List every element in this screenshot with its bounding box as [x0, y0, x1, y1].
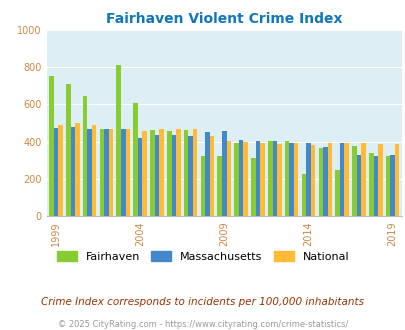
Bar — [200, 156, 205, 216]
Title: Fairhaven Violent Crime Index: Fairhaven Violent Crime Index — [106, 12, 342, 26]
Bar — [209, 136, 214, 216]
Bar — [109, 129, 113, 216]
Bar — [205, 132, 209, 216]
Bar — [318, 148, 322, 216]
Text: © 2025 CityRating.com - https://www.cityrating.com/crime-statistics/: © 2025 CityRating.com - https://www.city… — [58, 320, 347, 329]
Bar — [66, 84, 70, 216]
Bar — [234, 143, 238, 216]
Bar — [301, 174, 305, 216]
Bar — [277, 144, 281, 216]
Bar — [159, 129, 163, 216]
Bar — [226, 141, 230, 216]
Bar — [272, 141, 277, 216]
Bar — [305, 143, 310, 216]
Bar — [293, 143, 298, 216]
Bar — [53, 128, 58, 216]
Bar — [104, 128, 109, 216]
Bar — [284, 141, 289, 216]
Bar — [49, 76, 53, 216]
Bar — [385, 155, 390, 216]
Bar — [133, 103, 138, 216]
Bar — [351, 146, 356, 216]
Bar — [87, 128, 92, 216]
Bar — [255, 141, 260, 216]
Bar — [217, 156, 222, 216]
Bar — [188, 136, 192, 216]
Bar — [335, 171, 339, 216]
Bar — [289, 143, 293, 216]
Text: Crime Index corresponds to incidents per 100,000 inhabitants: Crime Index corresponds to incidents per… — [41, 297, 364, 307]
Bar — [176, 129, 180, 216]
Bar — [150, 130, 154, 216]
Bar — [166, 131, 171, 216]
Bar — [267, 141, 272, 216]
Bar — [310, 145, 315, 216]
Bar — [75, 123, 79, 216]
Bar — [368, 153, 373, 216]
Bar — [356, 155, 360, 216]
Bar — [121, 128, 125, 216]
Bar — [99, 128, 104, 216]
Bar — [116, 65, 121, 216]
Bar — [373, 155, 377, 216]
Bar — [142, 131, 147, 216]
Bar — [322, 147, 327, 216]
Bar — [83, 96, 87, 216]
Bar — [390, 155, 394, 216]
Bar — [360, 144, 365, 216]
Bar — [251, 158, 255, 216]
Legend: Fairhaven, Massachusetts, National: Fairhaven, Massachusetts, National — [52, 247, 353, 267]
Bar — [92, 125, 96, 216]
Bar — [125, 129, 130, 216]
Bar — [394, 144, 399, 216]
Bar — [238, 140, 243, 216]
Bar — [183, 130, 188, 216]
Bar — [171, 135, 176, 216]
Bar — [70, 127, 75, 216]
Bar — [327, 143, 331, 216]
Bar — [260, 143, 264, 216]
Bar — [222, 131, 226, 216]
Bar — [58, 125, 63, 216]
Bar — [138, 138, 142, 216]
Bar — [243, 142, 247, 216]
Bar — [339, 143, 343, 216]
Bar — [192, 128, 197, 216]
Bar — [154, 135, 159, 216]
Bar — [377, 144, 382, 216]
Bar — [343, 143, 348, 216]
